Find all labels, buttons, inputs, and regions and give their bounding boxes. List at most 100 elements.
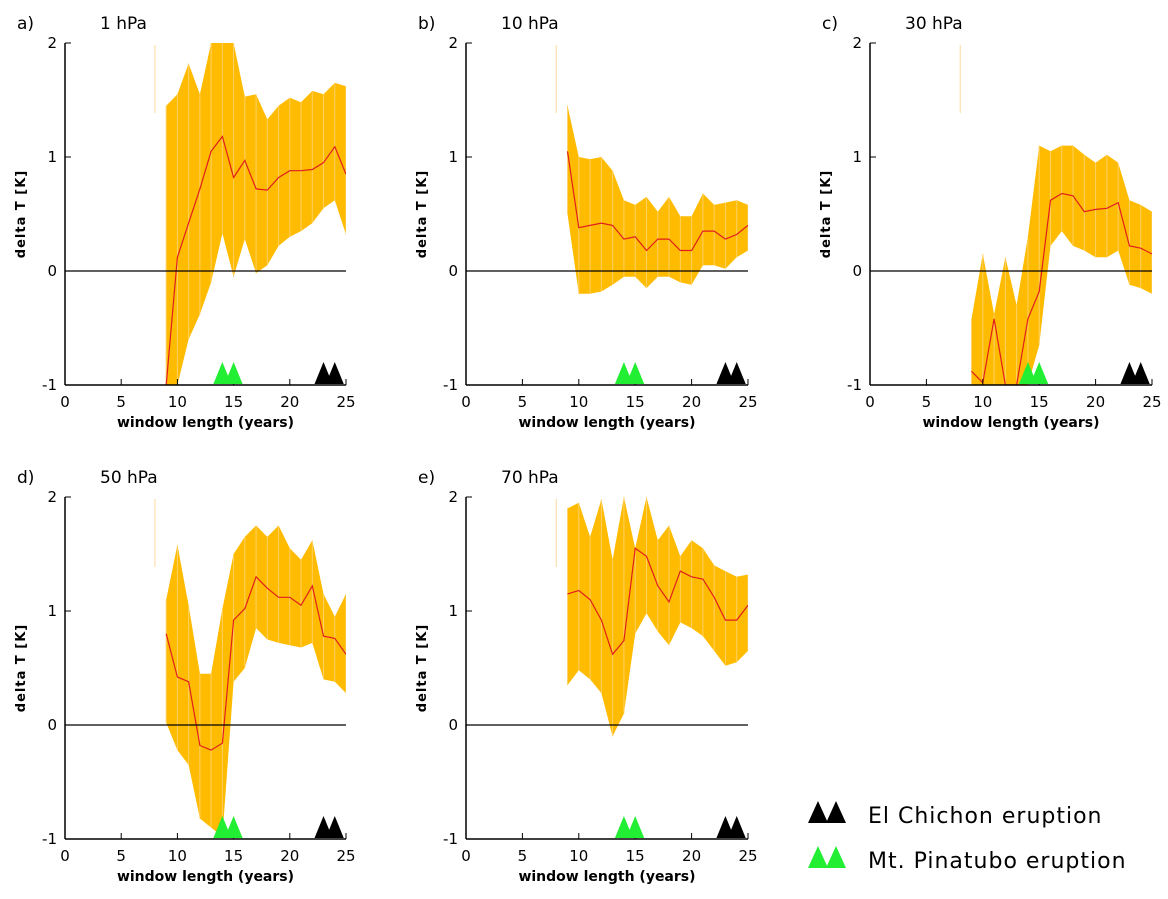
mean-line [165,135,346,385]
el-chichon-legend-marker [808,801,828,823]
x-tick-label: 0 [461,847,471,865]
y-axis-label: delta T [K] [819,170,834,258]
legend-pinatubo: Mt. Pinatubo eruption [808,846,1127,874]
legend-el-chichon: El Chichon eruption [808,801,1102,829]
pinatubo-legend-marker [826,846,846,868]
x-tick-label: 20 [280,393,299,411]
x-tick-label: 20 [1086,393,1105,411]
pinatubo-marker [614,362,633,384]
x-tick-label: 10 [973,393,992,411]
el-chichon-marker [727,362,746,384]
x-tick-label: 0 [461,393,471,411]
x-axis-label: window length (years) [922,415,1099,431]
x-tick-label: 10 [168,847,187,865]
panel-label: b) [418,14,435,34]
pinatubo-legend-marker [808,846,828,868]
y-tick-label: 0 [448,716,458,734]
panel-label: a) [17,14,34,34]
x-tick-label: 15 [626,847,645,865]
plot-area [165,43,346,385]
y-axis-label: delta T [K] [14,624,29,712]
y-tick-label: 2 [448,488,458,506]
x-tick-label: 25 [336,847,355,865]
y-tick-label: -1 [847,376,862,394]
panel-title: 10 hPa [501,14,559,34]
x-axis-label: window length (years) [117,869,294,885]
x-tick-label: 25 [738,847,757,865]
x-tick-label: 5 [922,393,932,411]
y-tick-label: 1 [448,602,458,620]
x-tick-label: 0 [60,847,70,865]
y-axis-label: delta T [K] [415,624,430,712]
y-tick-label: 0 [852,262,862,280]
y-tick-label: 0 [47,716,57,734]
plot-area [566,105,748,294]
mean-line [165,575,346,751]
x-tick-label: 20 [280,847,299,865]
plot-area [971,145,1152,385]
x-tick-label: 15 [224,847,243,865]
x-tick-label: 5 [116,847,126,865]
x-tick-label: 5 [518,393,528,411]
x-tick-label: 15 [626,393,645,411]
el-chichon-marker [325,362,344,384]
panel-title: 70 hPa [501,468,559,488]
y-tick-label: 2 [47,488,57,506]
x-tick-label: 25 [1142,393,1161,411]
panel-label: e) [418,468,435,488]
y-tick-label: 1 [852,148,862,166]
x-tick-label: 10 [168,393,187,411]
pinatubo-marker [1030,362,1049,384]
y-tick-label: 2 [448,34,458,52]
plot-area [165,525,346,837]
legend-pinatubo-label: Mt. Pinatubo eruption [868,849,1127,874]
el-chichon-marker [325,816,344,838]
el-chichon-marker [716,362,735,384]
pinatubo-marker [224,362,243,384]
panel-title: 30 hPa [905,14,963,34]
legend: El Chichon eruption Mt. Pinatubo eruption [808,801,1127,874]
el-chichon-legend-marker [826,801,846,823]
y-tick-label: 1 [47,148,57,166]
x-tick-label: 25 [336,393,355,411]
y-tick-label: 0 [47,262,57,280]
x-tick-label: 0 [60,393,70,411]
x-axis-label: window length (years) [518,415,695,431]
x-tick-label: 5 [116,393,126,411]
y-tick-label: -1 [42,830,57,848]
el-chichon-marker [1120,362,1139,384]
y-tick-label: 0 [448,262,458,280]
y-tick-label: 2 [47,34,57,52]
y-tick-label: 1 [47,602,57,620]
pinatubo-marker [224,816,243,838]
x-tick-label: 20 [682,847,701,865]
x-tick-label: 15 [1030,393,1049,411]
mean-line [971,192,1152,385]
y-tick-label: 2 [852,34,862,52]
x-tick-label: 0 [865,393,875,411]
pinatubo-marker [1018,362,1037,384]
y-tick-label: -1 [443,376,458,394]
panel-title: 50 hPa [100,468,158,488]
y-tick-label: 1 [448,148,458,166]
pinatubo-marker [626,362,645,384]
x-tick-label: 20 [682,393,701,411]
x-tick-label: 25 [738,393,757,411]
mean-line [566,151,748,252]
x-tick-label: 10 [569,393,588,411]
x-tick-label: 10 [569,847,588,865]
y-tick-label: -1 [443,830,458,848]
plot-area [567,497,748,737]
x-tick-label: 5 [518,847,528,865]
y-tick-label: -1 [42,376,57,394]
panel-title: 1 hPa [100,14,147,34]
panel-label: d) [17,468,34,488]
el-chichon-marker [727,816,746,838]
x-tick-label: 15 [224,393,243,411]
